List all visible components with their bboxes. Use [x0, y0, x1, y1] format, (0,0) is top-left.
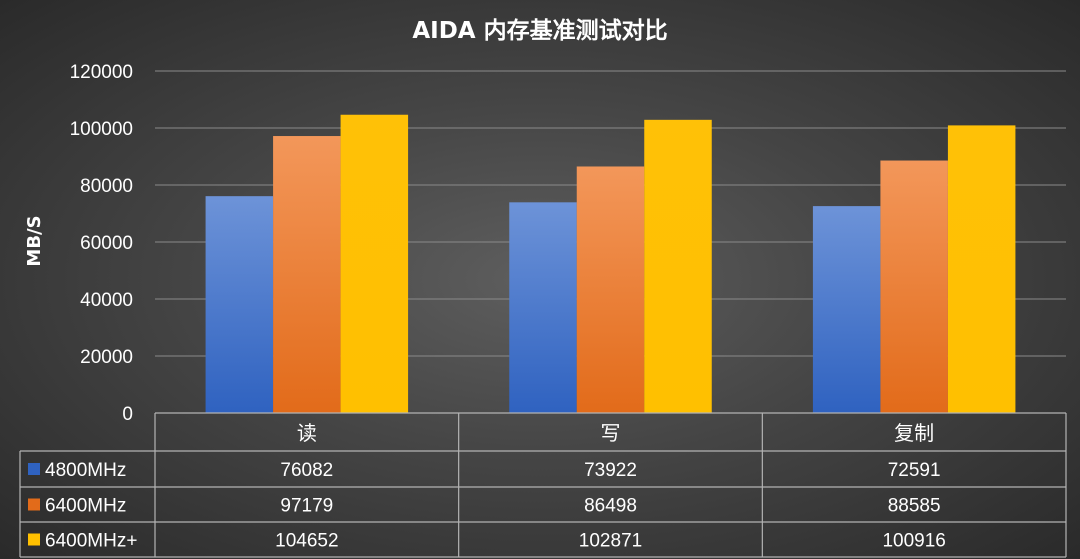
category-label: 复制: [894, 421, 934, 445]
data-label: 104652: [275, 531, 338, 552]
bars: [205, 114, 1016, 414]
y-axis-label: MB/S: [24, 215, 45, 266]
category-label: 写: [601, 421, 621, 445]
bar-4800mhz-2: [509, 202, 577, 413]
bar-6400mhz-3: [880, 160, 948, 413]
data-table: 读 写 复制 4800MHz 76082 73922 72591 6400MHz 97179 86…: [19, 412, 1067, 558]
bar-6400mhz-2: [576, 166, 645, 413]
data-label: 86498: [584, 496, 637, 517]
bar-6400mhz-plus-3: [947, 125, 1016, 413]
category-label: 读: [297, 421, 317, 445]
y-tick-label: 80000: [80, 176, 133, 197]
chart-title: AIDA 内存基准测试对比: [412, 17, 667, 44]
data-label: 97179: [280, 496, 333, 517]
y-tick-label: 60000: [80, 233, 133, 254]
bar-4800mhz-1: [205, 196, 274, 413]
y-tick-label: 0: [122, 404, 133, 425]
y-tick-label: 20000: [80, 347, 133, 368]
legend-label: 6400MHz: [45, 496, 126, 517]
legend-key-4800mhz: [28, 463, 40, 475]
legend-label: 4800MHz: [45, 460, 126, 481]
y-tick-label: 100000: [70, 119, 133, 140]
y-tick-label: 40000: [80, 290, 133, 311]
legend-key-6400mhz: [28, 498, 40, 511]
data-label: 88585: [888, 496, 941, 517]
y-tick-label: 120000: [70, 62, 133, 83]
legend-label: 6400MHz+: [45, 531, 137, 552]
bar-6400mhz-plus-1: [340, 114, 409, 414]
data-label: 76082: [280, 460, 333, 481]
data-label: 72591: [888, 460, 941, 481]
bar-6400mhz-1: [273, 136, 341, 413]
data-label: 100916: [882, 531, 945, 552]
bar-6400mhz-plus-2: [644, 119, 712, 413]
data-label: 73922: [584, 460, 637, 481]
y-tick-labels: 0 20000 40000 60000 80000 100000 120000: [70, 62, 133, 425]
legend-key-6400mhz-plus: [28, 533, 40, 546]
bar-4800mhz-3: [812, 206, 881, 413]
data-label: 102871: [579, 531, 642, 552]
